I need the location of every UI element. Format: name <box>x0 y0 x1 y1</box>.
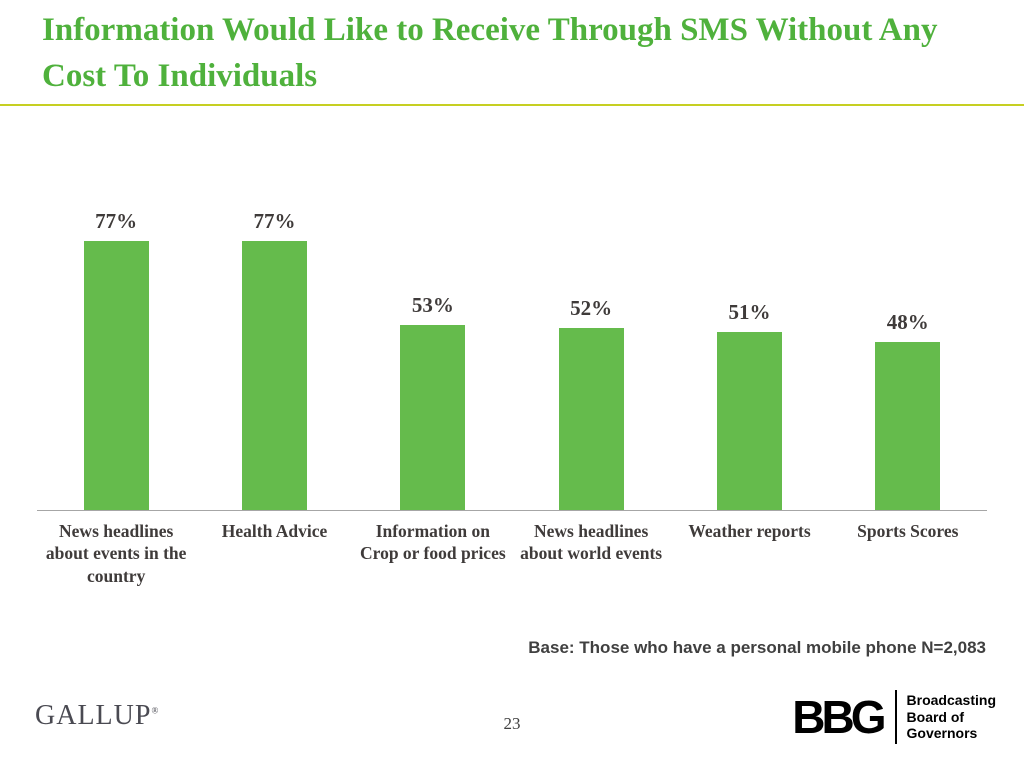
slide-title: Information Would Like to Receive Throug… <box>42 12 938 94</box>
bar-column: 51% <box>670 200 828 510</box>
category-label: Sports Scores <box>857 521 959 541</box>
base-note: Base: Those who have a personal mobile p… <box>528 638 986 657</box>
category-label: Weather reports <box>688 521 811 541</box>
bar <box>875 342 941 510</box>
bbg-text-line: Governors <box>906 725 978 742</box>
bar <box>241 240 307 510</box>
gallup-logo: GALLUP® <box>35 700 159 732</box>
bbg-text-line: Broadcasting <box>906 691 996 708</box>
bar <box>716 331 782 510</box>
bbg-logo-text: Broadcasting Board of Governors <box>907 692 996 742</box>
bar <box>83 240 149 510</box>
bbg-text-line: Board of <box>906 708 965 725</box>
bar-column: 48% <box>829 200 987 510</box>
bar-column: 52% <box>512 200 670 510</box>
gallup-logo-text: GALLUP <box>35 700 152 731</box>
category-labels-row: News headlines about events in the count… <box>37 520 987 587</box>
bar-column: 77% <box>195 200 353 510</box>
bar-value-label: 77% <box>253 208 296 233</box>
bar-column: 77% <box>37 200 195 510</box>
bar-chart: 77% 77% 53% 52% 51% 48% <box>37 200 987 510</box>
x-axis-line <box>37 510 987 511</box>
bar-value-label: 51% <box>728 299 771 324</box>
bar-column: 53% <box>354 200 512 510</box>
bar <box>400 324 466 510</box>
bar-value-label: 77% <box>95 208 138 233</box>
bar <box>558 328 624 510</box>
category-label: Health Advice <box>221 521 328 541</box>
bbg-logo-separator <box>894 690 897 744</box>
category-label: News headlines about world events <box>520 521 663 564</box>
category-label: Information on Crop or food prices <box>359 521 506 564</box>
gallup-trademark: ® <box>151 705 160 716</box>
bbg-logo: BBG Broadcasting Board of Governors <box>792 690 996 744</box>
title-divider <box>0 104 1024 106</box>
bar-value-label: 53% <box>411 292 454 317</box>
bbg-logo-mark: BBG <box>792 691 886 743</box>
bar-value-label: 52% <box>570 296 613 320</box>
bar-value-label: 48% <box>886 310 929 334</box>
category-label: News headlines about events in the count… <box>45 521 187 586</box>
page-number: 23 <box>503 714 521 733</box>
